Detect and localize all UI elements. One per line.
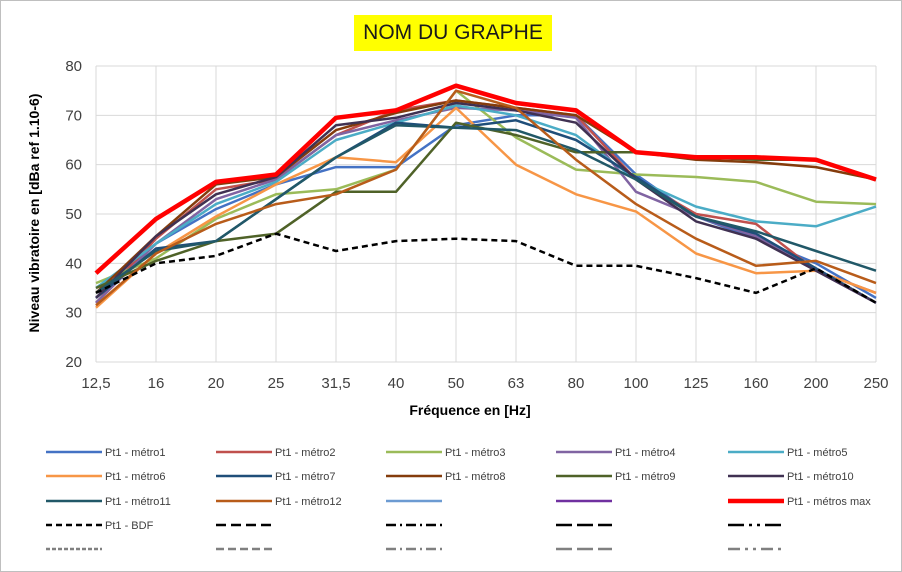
legend-label: Pt1 - métro11: [105, 496, 171, 508]
legend-label: Pt1 - métro1: [105, 447, 166, 459]
x-tick-label: 100: [623, 375, 648, 392]
y-axis-label: Niveau vibratoire en [dBa ref 1.10-6): [26, 94, 42, 333]
series-line: [95, 106, 877, 309]
chart-title: NOM DU GRAPHE: [354, 15, 552, 51]
series-line: [95, 232, 877, 304]
series-line: [95, 104, 877, 290]
legend-label: Pt1 - métro8: [445, 471, 506, 483]
x-tick-label: 20: [208, 375, 225, 392]
series-line: [95, 89, 877, 285]
x-axis-ticks: 12,5 16 20 25 31,5 40 50 63 80 100 125 160 200 250: [81, 375, 888, 392]
legend-label: Pt1 - BDF: [105, 520, 154, 532]
x-tick-label: 50: [448, 375, 465, 392]
series-line: [94, 83, 877, 275]
legend-label: Pt1 - métros max: [787, 496, 871, 508]
legend-label: Pt1 - métro6: [105, 471, 166, 483]
legend-label: Pt1 - métro3: [445, 447, 506, 459]
x-axis-label: Fréquence en [Hz]: [409, 402, 530, 418]
x-tick-label: 31,5: [321, 375, 350, 392]
y-tick-label: 20: [65, 354, 82, 371]
legend-label: Pt1 - métro9: [615, 471, 676, 483]
legend-label: Pt1 - métro10: [787, 471, 854, 483]
x-tick-label: 125: [683, 375, 708, 392]
x-tick-label: 40: [388, 375, 405, 392]
legend-label: Pt1 - métro7: [275, 471, 336, 483]
series-line: [95, 89, 877, 307]
x-tick-label: 200: [803, 375, 828, 392]
x-tick-label: 16: [148, 375, 165, 392]
series-line: [95, 123, 877, 294]
legend-label: Pt1 - métro12: [275, 496, 342, 508]
legend-label: Pt1 - métro2: [275, 447, 336, 459]
y-tick-label: 50: [65, 206, 82, 223]
x-tick-label: 12,5: [81, 375, 110, 392]
x-tick-label: 80: [568, 375, 585, 392]
legend-label: Pt1 - métro4: [615, 447, 676, 459]
x-tick-label: 250: [863, 375, 888, 392]
y-tick-label: 80: [65, 58, 82, 75]
legend: Pt1 - métro1 Pt1 - métro2 Pt1 - métro3 Pt1 …: [46, 447, 871, 551]
y-tick-label: 70: [65, 107, 82, 124]
y-axis-ticks: 20 30 40 50 60 70 80: [65, 58, 82, 371]
series-lines: [94, 83, 877, 309]
x-tick-label: 160: [743, 375, 768, 392]
x-tick-label: 25: [268, 375, 285, 392]
series-line: [95, 99, 877, 294]
series-line: [95, 101, 877, 304]
y-tick-label: 30: [65, 305, 82, 322]
x-tick-label: 63: [508, 375, 525, 392]
y-tick-label: 40: [65, 255, 82, 272]
y-tick-label: 60: [65, 157, 82, 174]
legend-label: Pt1 - métro5: [787, 447, 848, 459]
